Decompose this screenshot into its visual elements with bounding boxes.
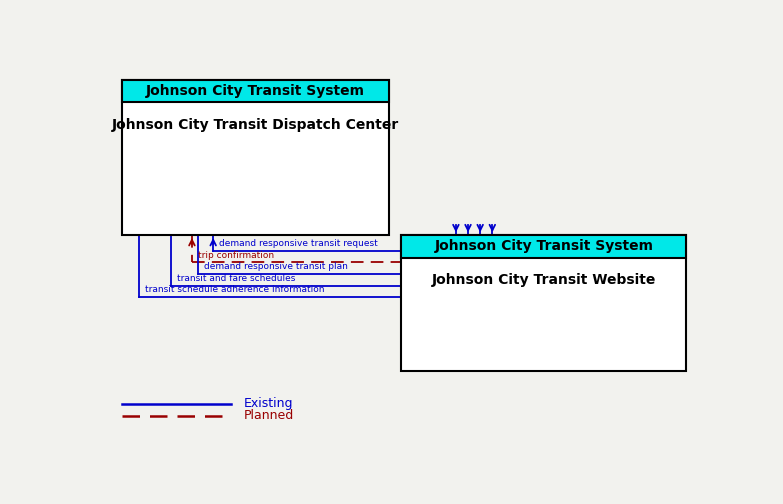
Text: Existing: Existing (244, 398, 293, 410)
Bar (122, 80, 389, 235)
Text: demand responsive transit request: demand responsive transit request (219, 239, 378, 248)
Bar (402, 235, 687, 258)
Text: Johnson City Transit System: Johnson City Transit System (146, 84, 365, 98)
Text: Planned: Planned (244, 409, 294, 422)
Bar (402, 235, 687, 371)
Text: transit and fare schedules: transit and fare schedules (177, 274, 295, 283)
Text: transit schedule adherence information: transit schedule adherence information (145, 285, 324, 294)
Text: Johnson City Transit Website: Johnson City Transit Website (431, 273, 656, 287)
Text: demand responsive transit plan: demand responsive transit plan (204, 262, 348, 271)
Text: trip confirmation: trip confirmation (198, 250, 274, 260)
Text: Johnson City Transit System: Johnson City Transit System (435, 239, 653, 254)
Bar (122, 80, 389, 102)
Text: Johnson City Transit Dispatch Center: Johnson City Transit Dispatch Center (112, 118, 399, 132)
